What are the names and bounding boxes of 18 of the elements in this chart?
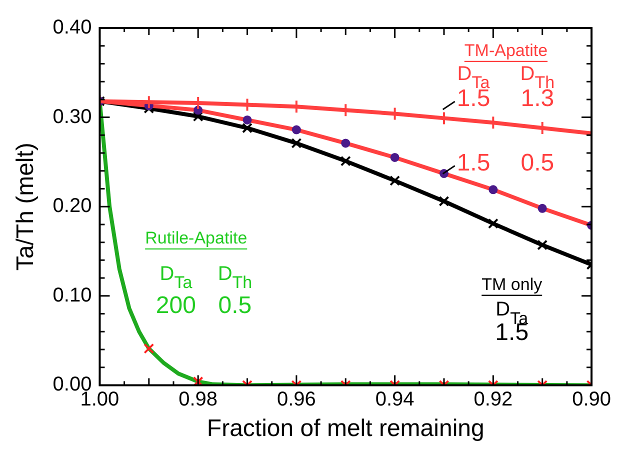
x-tick-label: 0.90 [572, 388, 612, 411]
y-tick-label: 0.20 [52, 195, 92, 218]
y-tick-label: 0.40 [52, 16, 92, 39]
x-tick-label: 0.94 [375, 388, 414, 411]
annotation: 1.5 [456, 149, 490, 176]
annotation: Rutile-Apatite [145, 228, 248, 248]
y-tick-label: 0.30 [52, 106, 92, 128]
annotation: TM-Apatite [464, 40, 548, 60]
y-tick-label: 0.10 [52, 284, 92, 306]
x-tick-label: 0.96 [276, 388, 316, 411]
x-tick-label: 0.98 [178, 388, 218, 411]
y-axis-title: Ta/Th (melt) [12, 142, 40, 271]
x-tick-label: 0.92 [474, 388, 513, 411]
x-axis-title: Fraction of melt remaining [206, 415, 484, 442]
annotation: 200 [156, 292, 196, 320]
annotation: TM only [482, 274, 543, 294]
annotation: 0.5 [218, 292, 252, 320]
annotation: 0.5 [520, 149, 554, 176]
